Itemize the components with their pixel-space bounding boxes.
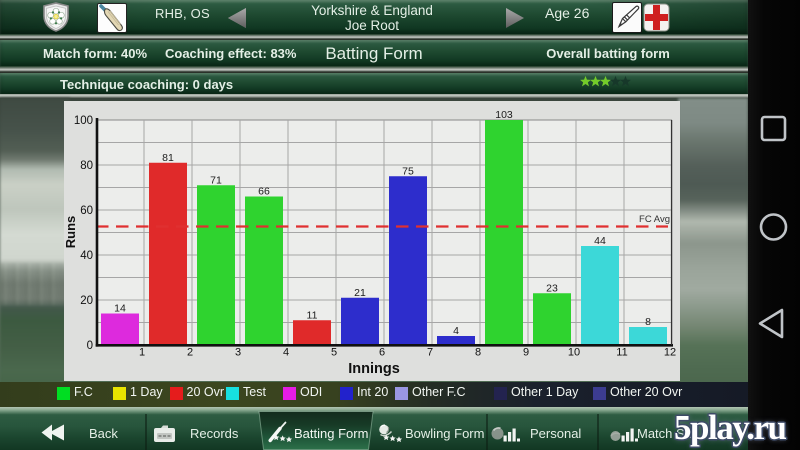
svg-text:11: 11: [616, 347, 627, 359]
svg-text:8: 8: [475, 347, 481, 359]
svg-text:Runs: Runs: [64, 216, 78, 249]
svg-text:Innings: Innings: [348, 361, 400, 377]
svg-text:1: 1: [139, 347, 145, 359]
svg-text:66: 66: [258, 186, 270, 198]
svg-text:103: 103: [495, 109, 513, 121]
svg-text:9: 9: [523, 347, 529, 359]
svg-text:23: 23: [546, 282, 558, 294]
svg-text:75: 75: [402, 166, 414, 178]
svg-text:80: 80: [80, 160, 93, 172]
svg-text:21: 21: [354, 287, 366, 299]
svg-text:0: 0: [87, 340, 93, 352]
svg-text:60: 60: [80, 205, 93, 217]
svg-text:12: 12: [664, 347, 676, 359]
svg-text:14: 14: [114, 303, 126, 315]
svg-text:2: 2: [187, 347, 193, 359]
svg-text:4: 4: [453, 325, 459, 337]
svg-text:44: 44: [594, 235, 606, 247]
svg-text:100: 100: [74, 115, 93, 127]
svg-text:11: 11: [307, 309, 318, 321]
svg-text:3: 3: [235, 347, 241, 359]
svg-text:6: 6: [379, 347, 385, 359]
svg-text:8: 8: [645, 316, 651, 328]
svg-text:10: 10: [568, 347, 580, 359]
svg-text:FC Avg: FC Avg: [639, 214, 670, 225]
svg-text:5: 5: [331, 347, 337, 359]
svg-text:4: 4: [283, 347, 289, 359]
svg-text:7: 7: [427, 347, 433, 359]
svg-text:71: 71: [210, 175, 222, 187]
svg-text:20: 20: [80, 295, 93, 307]
svg-text:81: 81: [162, 152, 174, 164]
svg-text:40: 40: [80, 250, 93, 262]
